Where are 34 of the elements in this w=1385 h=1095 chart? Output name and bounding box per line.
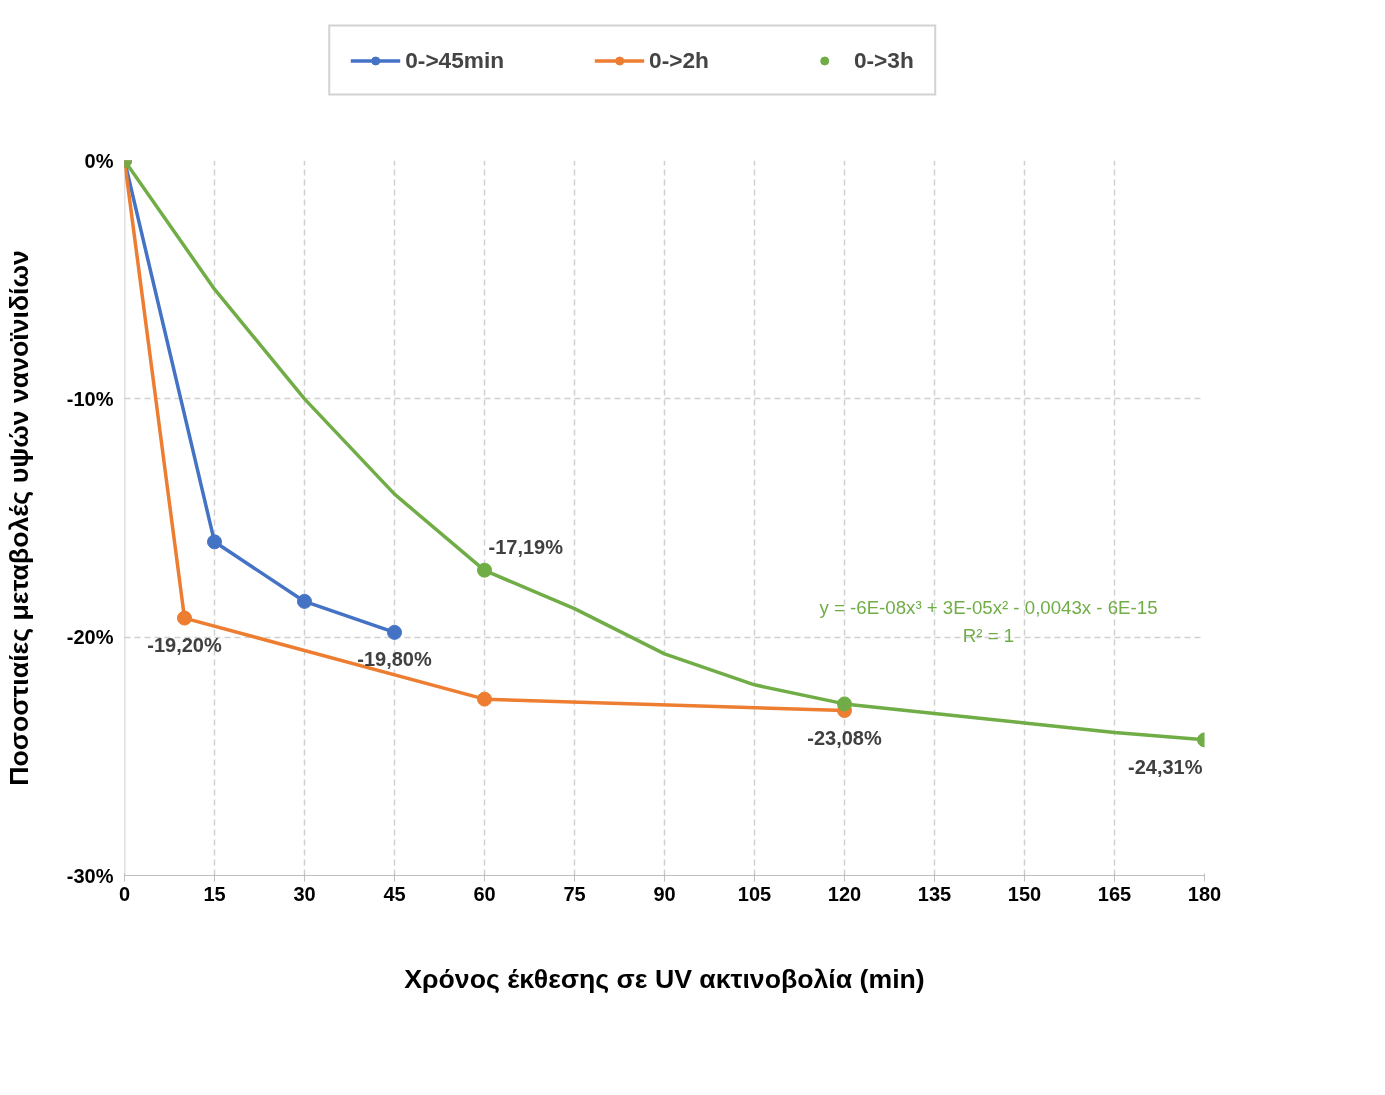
data-label: -24,31% — [1128, 755, 1203, 778]
y-axis-title: Ποσοστιαίες μεταβολές υψών νανοϊνιδίων — [3, 250, 34, 786]
x-tick-label: 150 — [1007, 882, 1042, 905]
x-tick-label: 75 — [563, 882, 586, 905]
x-tick-label: 165 — [1097, 882, 1132, 905]
x-axis-title: Χρόνος έκθεσης σε UV ακτινοβολία (min) — [404, 963, 925, 994]
x-tick-label: 120 — [827, 882, 862, 905]
y-tick-label: -30% — [66, 864, 114, 887]
point — [177, 610, 192, 626]
y-tick-label: -20% — [66, 626, 114, 649]
point — [387, 624, 402, 640]
x-tick-label: 90 — [653, 882, 676, 905]
x-tick-label: 45 — [383, 882, 406, 905]
legend-label: 0->45min — [405, 46, 505, 74]
point — [477, 691, 492, 707]
point — [297, 593, 312, 609]
x-tick-label: 0 — [118, 882, 131, 905]
y-tick-label: 0% — [84, 149, 114, 172]
data-label: -17,19% — [488, 536, 564, 559]
annotation: y = -6E-08x³ + 3E-05x² - 0,0043x - 6E-15 — [819, 597, 1158, 619]
y-tick-label: -10% — [66, 387, 114, 410]
x-tick-label: 15 — [203, 882, 226, 905]
point — [207, 534, 222, 550]
x-tick-label: 180 — [1187, 882, 1222, 905]
x-tick-label: 60 — [473, 882, 496, 905]
annotation: R² = 1 — [962, 625, 1015, 647]
data-label: -19,80% — [357, 648, 432, 671]
legend-label: 0->2h — [649, 46, 709, 74]
x-tick-label: 30 — [293, 882, 316, 905]
data-label: -23,08% — [807, 726, 882, 749]
x-tick-label: 135 — [917, 882, 952, 905]
data-label: -19,20% — [147, 634, 222, 657]
legend-label: 0->3h — [853, 46, 914, 74]
x-tick-label: 105 — [737, 882, 772, 905]
